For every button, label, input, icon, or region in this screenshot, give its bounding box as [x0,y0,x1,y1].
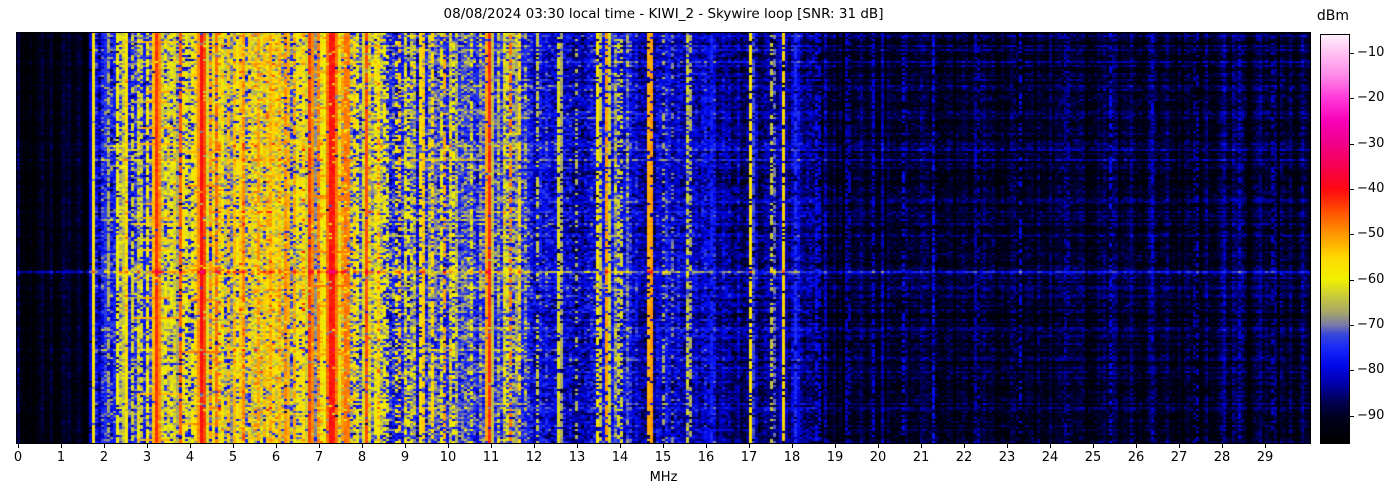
x-tick-mark [103,444,105,448]
x-tick-label: 12 [525,450,543,465]
x-tick-mark [963,444,965,448]
x-tick-label: 2 [99,450,109,465]
x-tick-label: 26 [1127,450,1145,465]
x-tick-mark [1135,444,1137,448]
x-tick-mark [404,444,406,448]
x-tick-mark [447,444,449,448]
x-tick-label: 13 [568,450,586,465]
x-tick-mark [17,444,19,448]
x-tick-mark [1221,444,1223,448]
x-tick-label: 7 [314,450,324,465]
x-tick-label: 4 [185,450,195,465]
x-tick-label: 28 [1213,450,1231,465]
x-tick-mark [877,444,879,448]
x-tick-label: 25 [1084,450,1102,465]
colorbar-tick-label: −30 [1357,135,1385,151]
x-tick-label: 8 [357,450,367,465]
x-tick-label: 10 [439,450,457,465]
x-tick-mark [619,444,621,448]
x-tick-mark [1006,444,1008,448]
x-tick-mark [275,444,277,448]
colorbar-tick-label: −50 [1357,226,1385,242]
colorbar-tick-mark [1350,415,1354,417]
x-tick-label: 3 [142,450,152,465]
x-tick-mark [1178,444,1180,448]
x-tick-mark [533,444,535,448]
x-tick-mark [705,444,707,448]
colorbar-tick-mark [1350,325,1354,327]
x-tick-label: 29 [1256,450,1274,465]
colorbar-tick-label: −40 [1357,181,1385,197]
x-tick-label: 23 [998,450,1016,465]
colorbar-tick-label: −60 [1357,271,1385,287]
x-tick-mark [60,444,62,448]
colorbar-tick-label: −20 [1357,90,1385,106]
x-tick-label: 18 [783,450,801,465]
x-tick-mark [748,444,750,448]
spectrogram-heatmap [17,33,1310,443]
x-tick-label: 11 [482,450,500,465]
x-tick-label: 20 [869,450,887,465]
chart-title: 08/08/2024 03:30 local time - KIWI_2 - S… [443,6,884,22]
x-tick-mark [1092,444,1094,448]
colorbar-tick-mark [1350,234,1354,236]
colorbar-tick-label: −90 [1357,407,1385,423]
plot-area [16,32,1311,444]
colorbar-label: dBm [1316,8,1350,24]
x-tick-label: 1 [56,450,66,465]
colorbar-tick-label: −10 [1357,45,1385,61]
x-tick-label: 21 [912,450,930,465]
x-tick-mark [920,444,922,448]
colorbar-tick-mark [1350,53,1354,55]
colorbar-tick-label: −70 [1357,317,1385,333]
x-axis-label: MHz [649,470,678,485]
x-tick-label: 9 [400,450,410,465]
x-tick-mark [662,444,664,448]
x-tick-label: 17 [740,450,758,465]
colorbar-tick-mark [1350,279,1354,281]
x-tick-label: 24 [1041,450,1059,465]
x-tick-mark [318,444,320,448]
colorbar-gradient [1321,35,1349,443]
x-tick-label: 19 [826,450,844,465]
x-tick-label: 14 [611,450,629,465]
x-tick-label: 0 [13,450,23,465]
x-tick-mark [146,444,148,448]
colorbar [1320,34,1350,444]
x-tick-label: 27 [1170,450,1188,465]
x-tick-label: 15 [654,450,672,465]
x-tick-mark [791,444,793,448]
x-tick-mark [576,444,578,448]
x-tick-mark [834,444,836,448]
x-tick-mark [490,444,492,448]
colorbar-tick-mark [1350,370,1354,372]
x-tick-mark [1264,444,1266,448]
x-tick-label: 6 [271,450,281,465]
x-tick-mark [361,444,363,448]
colorbar-tick-label: −80 [1357,362,1385,378]
x-tick-mark [232,444,234,448]
x-tick-mark [189,444,191,448]
colorbar-tick-mark [1350,143,1354,145]
x-tick-label: 16 [697,450,715,465]
x-tick-label: 5 [228,450,238,465]
x-tick-mark [1049,444,1051,448]
colorbar-tick-mark [1350,98,1354,100]
x-tick-label: 22 [955,450,973,465]
colorbar-tick-mark [1350,189,1354,191]
